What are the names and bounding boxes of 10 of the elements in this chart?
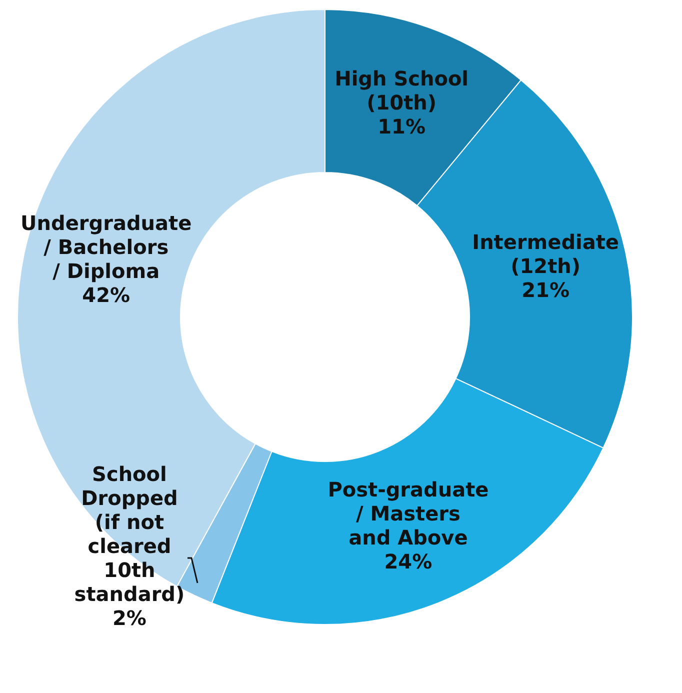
slice-label: Post-graduate / Masters and Above <box>328 477 489 550</box>
data-label: 2% <box>112 606 146 630</box>
slice-label: School Dropped (if not cleared 10th standard) <box>74 462 185 606</box>
data-label: 42% <box>82 282 130 307</box>
data-label: 21% <box>522 278 570 302</box>
slice-label: High School (10th) <box>334 66 469 115</box>
data-label: 11% <box>378 114 426 139</box>
slice-label: Undergraduate / Bachelors / Diploma <box>20 210 192 283</box>
data-label: 24% <box>384 549 432 574</box>
slice-label: Intermediate (12th) <box>472 230 620 278</box>
